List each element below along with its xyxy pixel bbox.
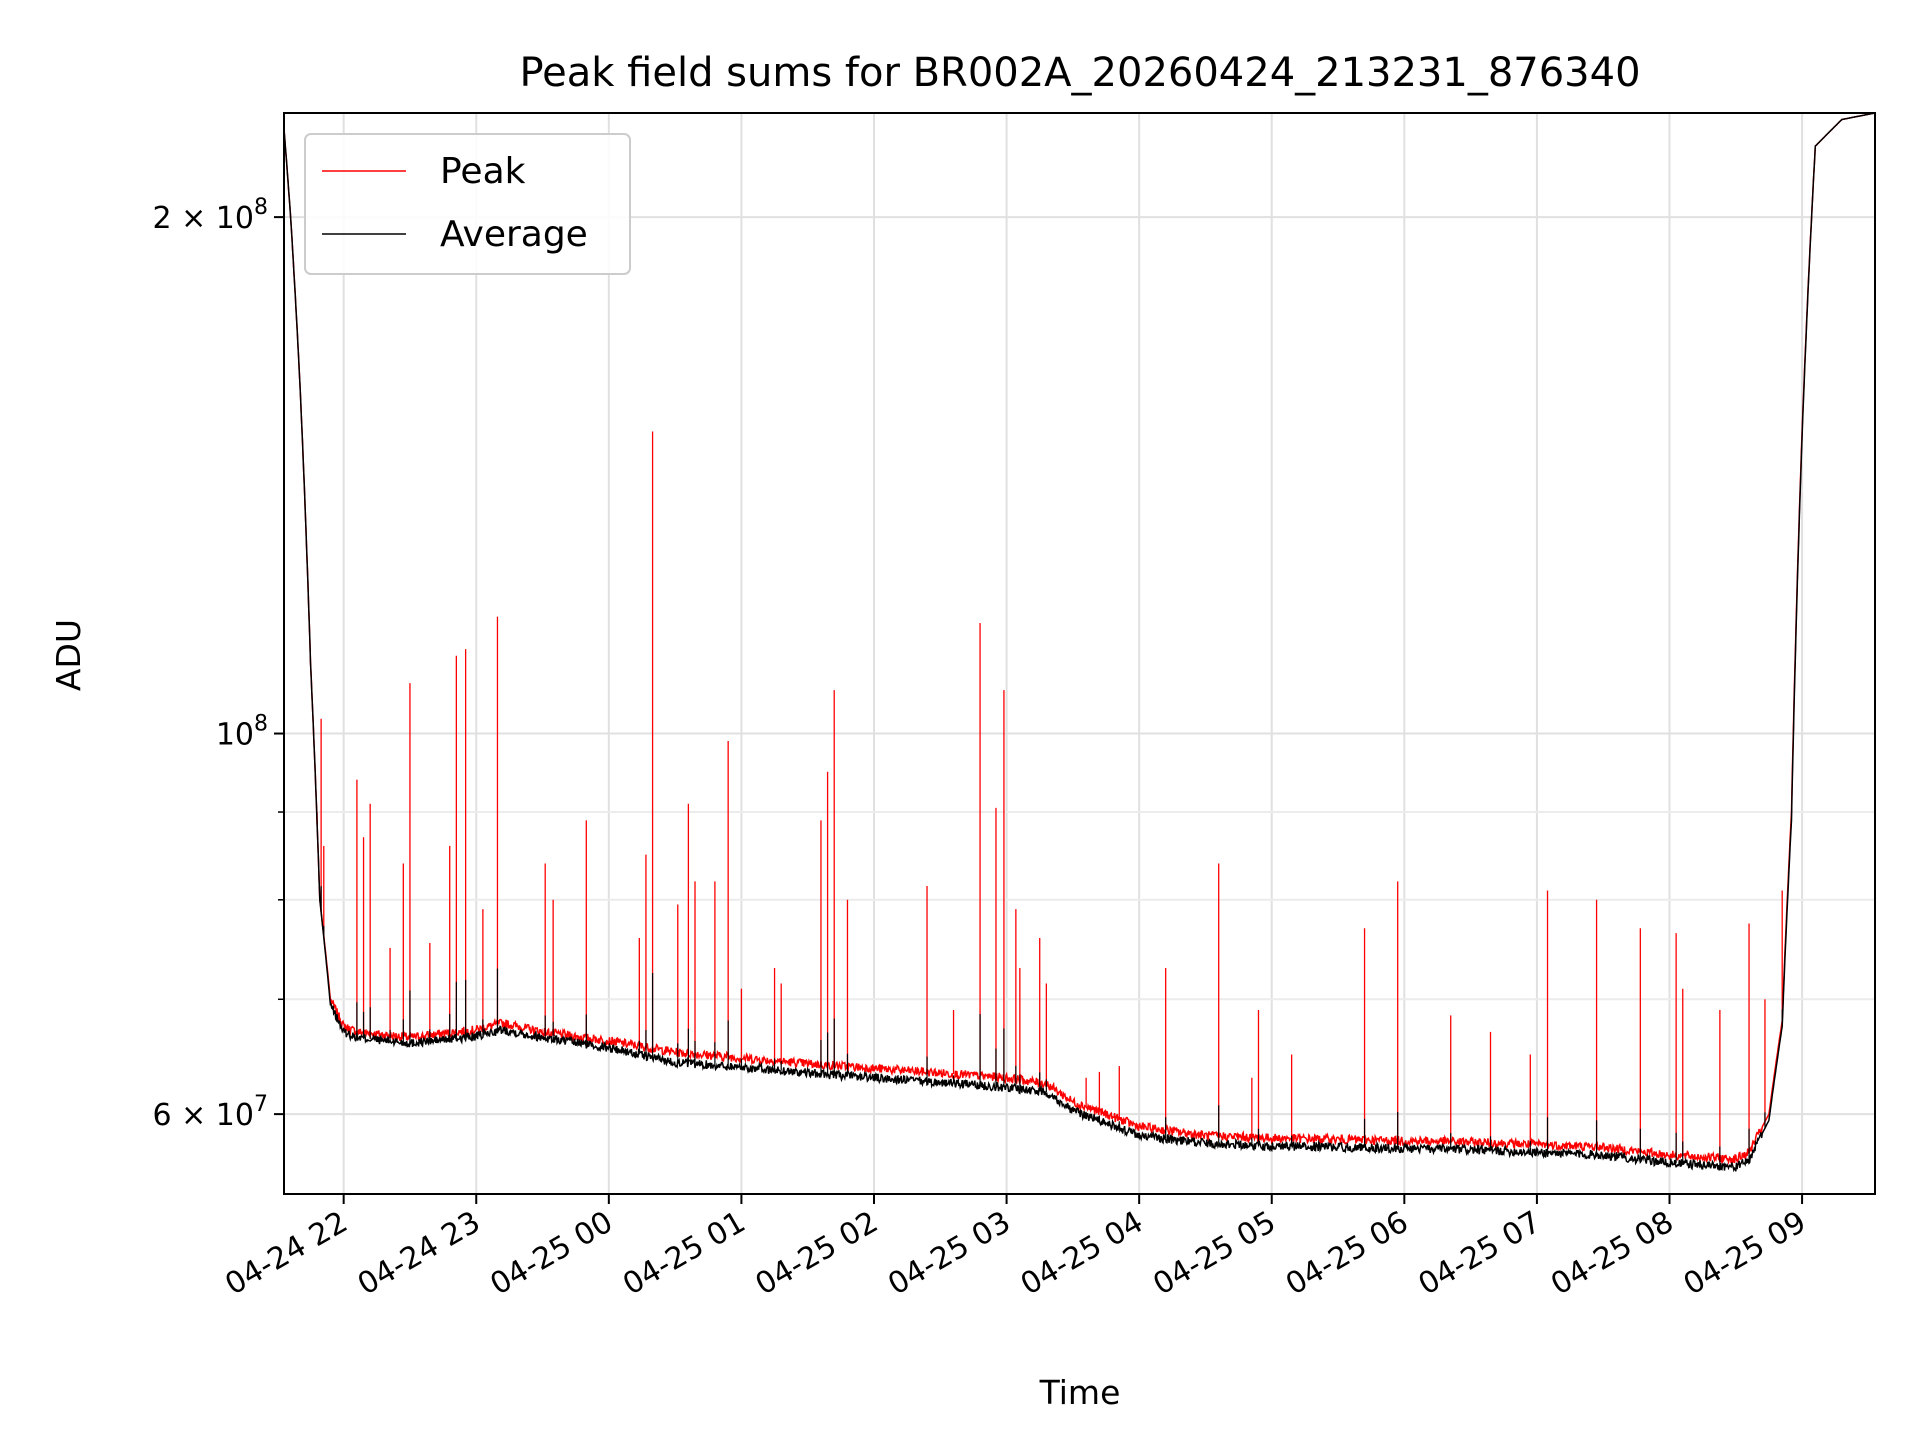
legend-average-label: Average xyxy=(440,214,588,255)
x-tick-label: 04-25 07 xyxy=(1413,1205,1547,1303)
legend: Peak Average xyxy=(304,133,631,275)
x-tick-label: 04-25 06 xyxy=(1280,1205,1414,1303)
y-tick-label: 108 xyxy=(216,712,268,753)
average-series-line xyxy=(283,112,1876,1173)
x-tick-label: 04-24 23 xyxy=(352,1205,486,1303)
series-layer xyxy=(283,112,1876,1173)
x-tick-label: 04-25 09 xyxy=(1678,1205,1812,1303)
grid xyxy=(284,113,1875,1194)
x-tick-label: 04-25 01 xyxy=(617,1205,751,1303)
chart-title: Peak field sums for BR002A_20260424_2132… xyxy=(519,50,1640,96)
x-tick-label: 04-25 05 xyxy=(1147,1205,1281,1303)
x-axis-label: Time xyxy=(1039,1373,1121,1412)
legend-peak-label: Peak xyxy=(440,151,526,192)
y-tick-label: 6 × 107 xyxy=(153,1092,268,1133)
x-tick-label: 04-25 00 xyxy=(485,1205,619,1303)
x-tick-label: 04-25 08 xyxy=(1545,1205,1679,1303)
plot-frame xyxy=(283,112,1876,1195)
legend-box xyxy=(304,133,631,275)
x-tick-label: 04-24 22 xyxy=(219,1205,353,1303)
x-tick-label: 04-25 04 xyxy=(1015,1205,1149,1303)
y-tick-label: 2 × 108 xyxy=(153,195,268,236)
x-tick-label: 04-25 03 xyxy=(882,1205,1016,1303)
x-tick-label: 04-25 02 xyxy=(750,1205,884,1303)
y-axis-label: ADU xyxy=(49,619,88,691)
